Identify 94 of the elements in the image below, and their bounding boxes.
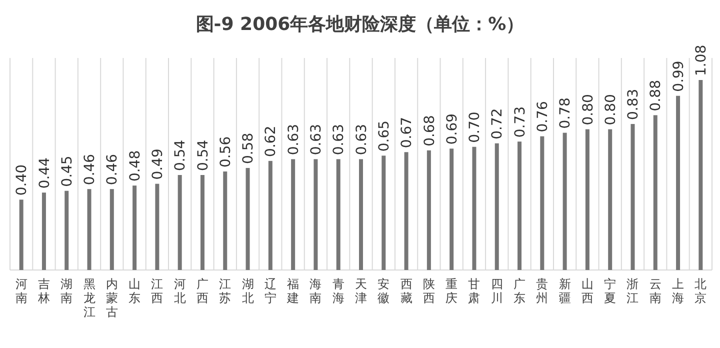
- bar: [494, 143, 499, 270]
- data-label: 0.65: [376, 120, 392, 152]
- x-tick-label: 河北: [174, 277, 186, 305]
- x-tick-label: 湖北: [242, 277, 254, 305]
- data-label: 0.63: [331, 124, 348, 156]
- x-tick-label: 甘肃: [468, 277, 480, 305]
- bar: [585, 129, 590, 270]
- bar: [42, 192, 46, 270]
- bar: [426, 150, 431, 270]
- data-label: 0.62: [263, 126, 280, 157]
- data-label: 0.80: [580, 94, 596, 126]
- x-tick-label: 贵州: [536, 277, 548, 305]
- bar: [676, 96, 680, 270]
- x-tick-label: 江苏: [219, 277, 232, 305]
- bar: [19, 200, 24, 270]
- bar: [653, 115, 658, 270]
- x-tick-label: 海南: [310, 277, 322, 305]
- data-label: 0.54: [195, 140, 212, 171]
- x-tick-label: 福建: [286, 277, 300, 305]
- bar: [155, 184, 160, 270]
- data-label: 0.80: [602, 94, 619, 126]
- data-label: 0.56: [218, 136, 234, 168]
- bar: [472, 146, 476, 270]
- data-label: 0.48: [127, 150, 144, 182]
- bar: [64, 190, 69, 270]
- x-tick-label: 浙江: [626, 277, 639, 305]
- x-tick-label: 天津: [355, 277, 367, 305]
- data-label: 0.40: [14, 164, 30, 196]
- data-label: 0.54: [172, 140, 189, 171]
- x-tick-label: 湖南: [60, 277, 73, 305]
- x-tick-label: 黑龙江: [83, 277, 96, 319]
- data-label: 0.78: [558, 98, 574, 129]
- bar: [518, 142, 522, 270]
- bar: [608, 129, 612, 270]
- data-label: 0.73: [512, 106, 528, 138]
- data-label: 0.45: [59, 156, 76, 187]
- x-tick-label: 西藏: [400, 277, 412, 305]
- bar: [698, 80, 703, 270]
- x-tick-label: 云南: [649, 277, 662, 305]
- bar: [291, 159, 296, 270]
- x-tick-label: 广东: [514, 277, 526, 305]
- x-tick-label: 江西: [151, 277, 164, 305]
- data-label: 0.70: [467, 112, 484, 143]
- bar: [110, 189, 114, 270]
- bar: [540, 136, 544, 270]
- data-label: 0.63: [354, 124, 370, 156]
- data-label: 0.46: [82, 154, 98, 186]
- bar: [562, 132, 567, 270]
- data-label: 0.72: [490, 108, 506, 140]
- x-tick-label: 上海: [672, 277, 684, 305]
- x-tick-label: 吉林: [36, 277, 50, 305]
- bar: [223, 171, 228, 270]
- data-label: 0.88: [648, 80, 664, 112]
- data-label: 0.99: [670, 60, 687, 92]
- chart-title: 图-9 2006年各地财险深度（单位：%）: [196, 14, 524, 35]
- bar: [336, 159, 340, 270]
- data-label: 0.83: [626, 88, 642, 120]
- x-tick-label: 陕西: [422, 277, 435, 305]
- data-label: 0.58: [240, 132, 257, 164]
- bar: [382, 156, 386, 270]
- bar: [630, 124, 635, 270]
- x-tick-label: 重庆: [446, 277, 458, 305]
- x-tick-label: 安徽: [378, 277, 390, 305]
- x-tick-label: 北京: [694, 277, 707, 305]
- data-label: 0.46: [104, 154, 121, 186]
- data-label: 0.49: [150, 148, 166, 180]
- data-label: 0.44: [36, 157, 53, 189]
- bar: [268, 160, 272, 270]
- x-tick-label: 河南: [15, 277, 28, 305]
- bar: [246, 168, 250, 270]
- bar: [404, 152, 408, 270]
- data-label: 0.69: [444, 113, 460, 145]
- bar: [132, 186, 137, 270]
- x-tick-label: 青海: [332, 277, 344, 305]
- data-label: 0.76: [534, 101, 551, 132]
- x-tick-label: 广西: [196, 277, 208, 305]
- x-tick-label: 新疆: [558, 277, 571, 305]
- bar: [178, 175, 182, 270]
- x-tick-label: 四川: [490, 277, 503, 305]
- data-label: 0.68: [422, 115, 438, 146]
- bar: [87, 189, 92, 270]
- bar: [359, 159, 363, 270]
- data-label: 1.08: [694, 44, 710, 76]
- bar: [314, 159, 318, 270]
- x-tick-label: 内蒙古: [106, 277, 118, 319]
- bar: [200, 175, 204, 270]
- data-label: 0.63: [308, 124, 325, 156]
- x-tick-label: 辽宁: [264, 277, 276, 305]
- x-tick-label: 宁夏: [604, 277, 616, 305]
- bar: [450, 148, 454, 270]
- x-tick-label: 山西: [581, 277, 594, 305]
- data-label: 0.67: [399, 116, 416, 148]
- data-label: 0.63: [286, 124, 302, 156]
- x-tick-label: 山东: [128, 277, 141, 305]
